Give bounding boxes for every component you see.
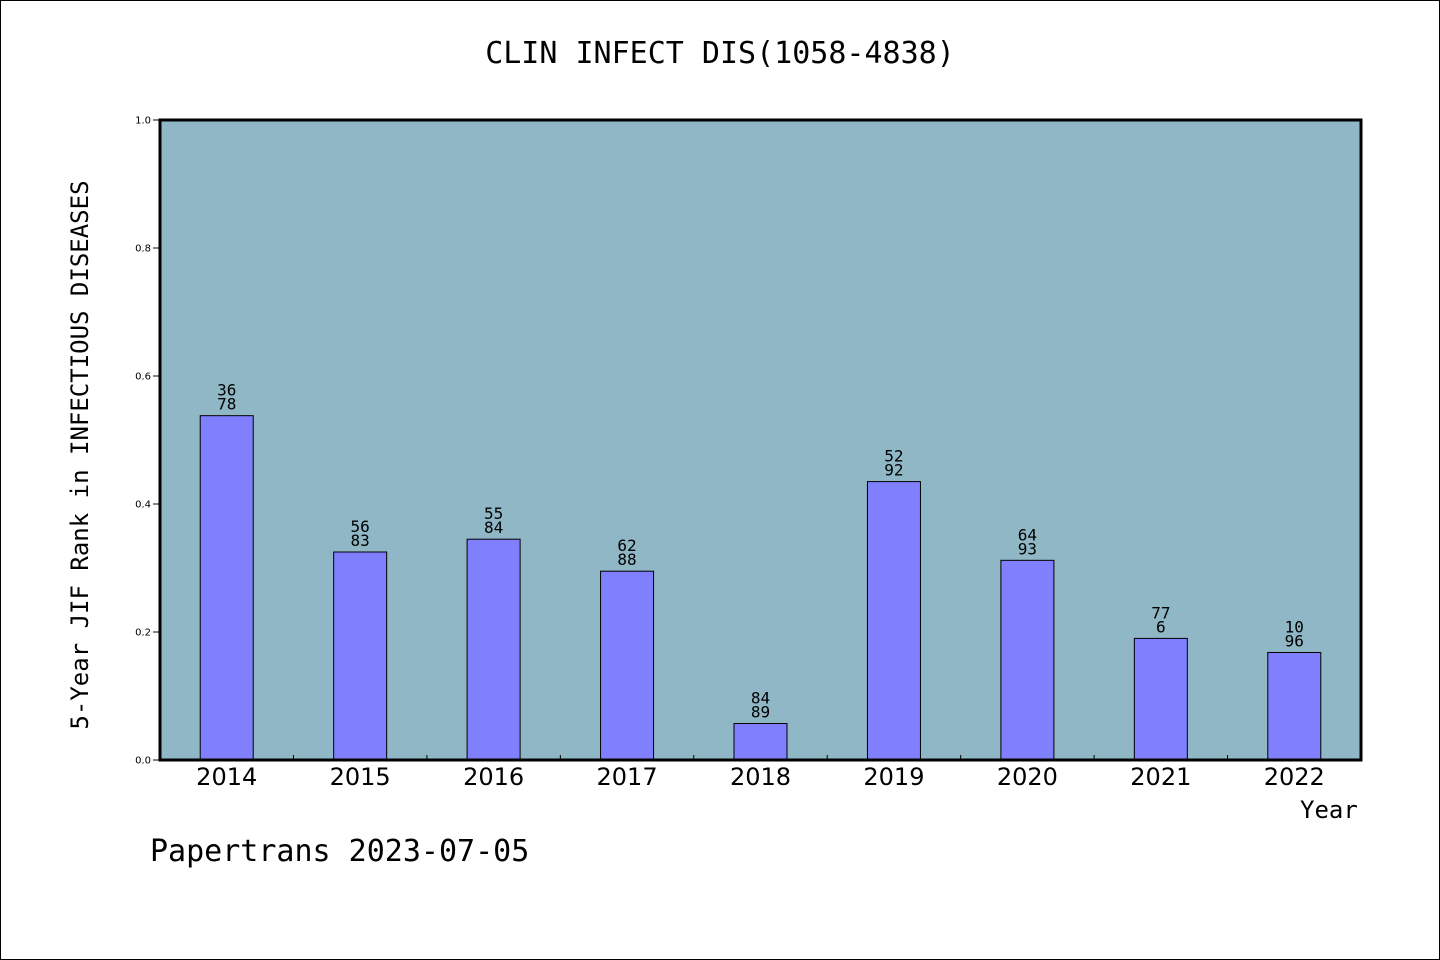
bar-label-bottom: 93 bbox=[1018, 539, 1037, 558]
x-tick-label: 2019 bbox=[863, 763, 924, 791]
bar bbox=[466, 538, 521, 761]
bar-label-bottom: 83 bbox=[351, 531, 370, 550]
bar bbox=[600, 570, 655, 761]
bar-label-top: 64 bbox=[1018, 525, 1037, 544]
bar-label-top: 55 bbox=[484, 504, 503, 523]
bar-label-top: 56 bbox=[351, 517, 370, 536]
bar bbox=[199, 415, 254, 761]
y-tick-label: 0.0 bbox=[135, 756, 151, 767]
x-tick-label: 2018 bbox=[730, 763, 791, 791]
plot-border bbox=[158, 118, 1363, 762]
x-tick-label: 2022 bbox=[1264, 763, 1325, 791]
x-axis-label: Year bbox=[1300, 796, 1358, 824]
x-tick-label: 2015 bbox=[330, 763, 391, 791]
footer-text: Papertrans 2023-07-05 bbox=[150, 834, 530, 869]
x-tick-label: 2017 bbox=[597, 763, 658, 791]
y-tick-label: 0.8 bbox=[135, 244, 151, 255]
bar-label-top: 62 bbox=[617, 536, 636, 555]
bar-label-top: 10 bbox=[1285, 617, 1304, 636]
bar-label-bottom: 78 bbox=[217, 395, 236, 414]
x-tick-label: 2016 bbox=[463, 763, 524, 791]
x-tick-label: 2020 bbox=[997, 763, 1058, 791]
y-tick-label: 0.6 bbox=[135, 372, 151, 383]
x-tick-label: 2021 bbox=[1130, 763, 1191, 791]
y-tick-label: 0.4 bbox=[135, 500, 151, 511]
bar-label-bottom: 92 bbox=[884, 461, 903, 480]
chart-title: CLIN INFECT DIS(1058-4838) bbox=[485, 36, 955, 71]
bar-label-bottom: 88 bbox=[617, 550, 636, 569]
bar-label-top: 84 bbox=[751, 689, 770, 708]
bar bbox=[1133, 637, 1188, 761]
bar bbox=[866, 481, 921, 761]
bar-label-bottom: 84 bbox=[484, 518, 503, 537]
x-tick-label: 2014 bbox=[196, 763, 257, 791]
y-tick-label: 0.2 bbox=[135, 628, 151, 639]
bar-label-bottom: 6 bbox=[1156, 617, 1166, 636]
bar bbox=[1267, 651, 1322, 761]
bar-label-top: 77 bbox=[1151, 603, 1170, 622]
bar-label-bottom: 96 bbox=[1285, 631, 1304, 650]
bar bbox=[1000, 559, 1055, 761]
bar-label-top: 52 bbox=[884, 447, 903, 466]
y-tick-label: 1.0 bbox=[135, 116, 151, 127]
bar-label-top: 36 bbox=[217, 381, 236, 400]
bar bbox=[333, 551, 388, 761]
bar-label-bottom: 89 bbox=[751, 703, 770, 722]
bar bbox=[733, 723, 788, 761]
